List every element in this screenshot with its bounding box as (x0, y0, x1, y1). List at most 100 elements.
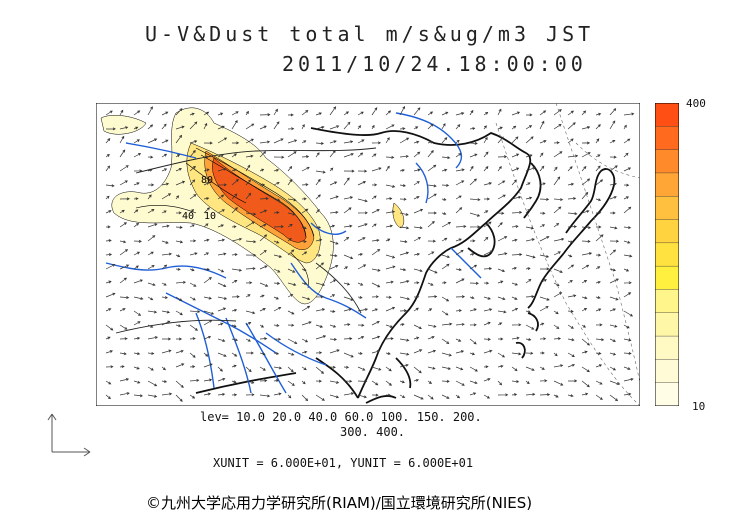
wind-vectors (105, 105, 635, 402)
wind-vector (483, 221, 492, 228)
wind-vector (609, 352, 617, 356)
wind-vector (553, 251, 561, 256)
wind-vector (203, 207, 211, 214)
wind-vector (413, 181, 420, 186)
wind-vector (539, 152, 544, 158)
wind-vector (623, 240, 631, 244)
wind-vector (385, 210, 396, 214)
wind-vector (245, 240, 257, 244)
dust-map: 80 40 10 (96, 103, 640, 406)
wind-vector (399, 105, 405, 116)
wind-vector (595, 234, 604, 242)
wind-vector (428, 211, 437, 215)
wind-vector (385, 352, 391, 356)
wind-vector (315, 295, 324, 299)
wind-vector (553, 109, 562, 116)
wind-vector (525, 238, 535, 242)
wind-vector (147, 168, 153, 172)
wind-vector (469, 225, 481, 229)
wind-vector (245, 164, 251, 172)
wind-vector (413, 226, 423, 230)
wind-vector (245, 294, 251, 298)
wind-vector (581, 366, 590, 373)
wind-vector (385, 380, 392, 386)
wind-vector (119, 135, 125, 144)
wind-vector (581, 226, 592, 230)
wind-vector (455, 295, 466, 299)
wind-vector (161, 123, 167, 130)
wind-vector (441, 263, 450, 270)
wind-vector (301, 226, 307, 230)
wind-vector (399, 380, 405, 384)
wind-vector (133, 310, 142, 316)
wind-vector (623, 338, 632, 342)
wind-vector (301, 140, 307, 144)
wind-vector (385, 224, 394, 228)
wind-vector (133, 296, 144, 301)
wind-vector (245, 123, 255, 130)
wind-vector (161, 168, 168, 172)
wind-vector (161, 320, 171, 326)
wind-vector (427, 394, 434, 400)
wind-vector (511, 336, 520, 340)
wind-vector (441, 183, 450, 187)
wind-vector (231, 141, 240, 145)
wind-vector (273, 254, 283, 258)
wind-vector (259, 265, 268, 270)
wind-vector (595, 394, 603, 400)
wind-vector (357, 198, 368, 203)
colorbar-cell (655, 149, 679, 174)
wind-vector (259, 352, 266, 356)
wind-vector (329, 324, 337, 328)
wind-vector (441, 237, 448, 242)
wind-vector (623, 167, 632, 172)
wind-vector (357, 366, 366, 371)
wind-vector (189, 140, 198, 144)
wind-vector (525, 254, 536, 259)
wind-vector (413, 307, 419, 312)
wind-vector (203, 141, 213, 145)
wind-vector (161, 380, 168, 383)
wind-vector (301, 338, 309, 343)
wind-vector (287, 380, 295, 386)
wind-vector (623, 112, 635, 116)
wind-vector (273, 225, 284, 229)
wind-vector (119, 149, 126, 158)
wind-vector (217, 377, 226, 382)
wind-vector (497, 194, 506, 200)
wind-vector (329, 140, 337, 144)
wind-vector (511, 125, 517, 130)
wind-vector (623, 351, 632, 355)
wind-vector (371, 320, 380, 326)
wind-vector (427, 324, 437, 328)
wind-vector (540, 351, 545, 355)
wind-vector (427, 111, 434, 116)
wind-vector (553, 237, 565, 242)
wind-vector (217, 125, 225, 130)
wind-vector (315, 209, 320, 214)
wind-vector (301, 282, 308, 286)
wind-vector (553, 324, 560, 330)
wind-vector (441, 168, 448, 172)
wind-vector (511, 352, 522, 356)
wind-vector (525, 295, 535, 299)
wind-vector (609, 394, 619, 402)
wind-vector (161, 224, 170, 228)
wind-vector (231, 119, 238, 130)
wind-vector (441, 338, 450, 345)
dust-layer-west (100, 115, 147, 135)
wind-vector (175, 380, 184, 388)
wind-vector (399, 338, 410, 342)
wind-vector (609, 308, 616, 312)
wind-vector (385, 337, 394, 341)
wind-vector (105, 165, 111, 172)
wind-vector (399, 137, 410, 144)
wind-vector (287, 352, 295, 356)
wind-vector (469, 281, 479, 285)
wind-vector (189, 239, 197, 243)
wind-vector (441, 394, 450, 399)
wind-vector (525, 182, 531, 186)
wind-vector (595, 338, 605, 342)
wind-vector (189, 268, 195, 272)
wind-vector (385, 155, 395, 159)
